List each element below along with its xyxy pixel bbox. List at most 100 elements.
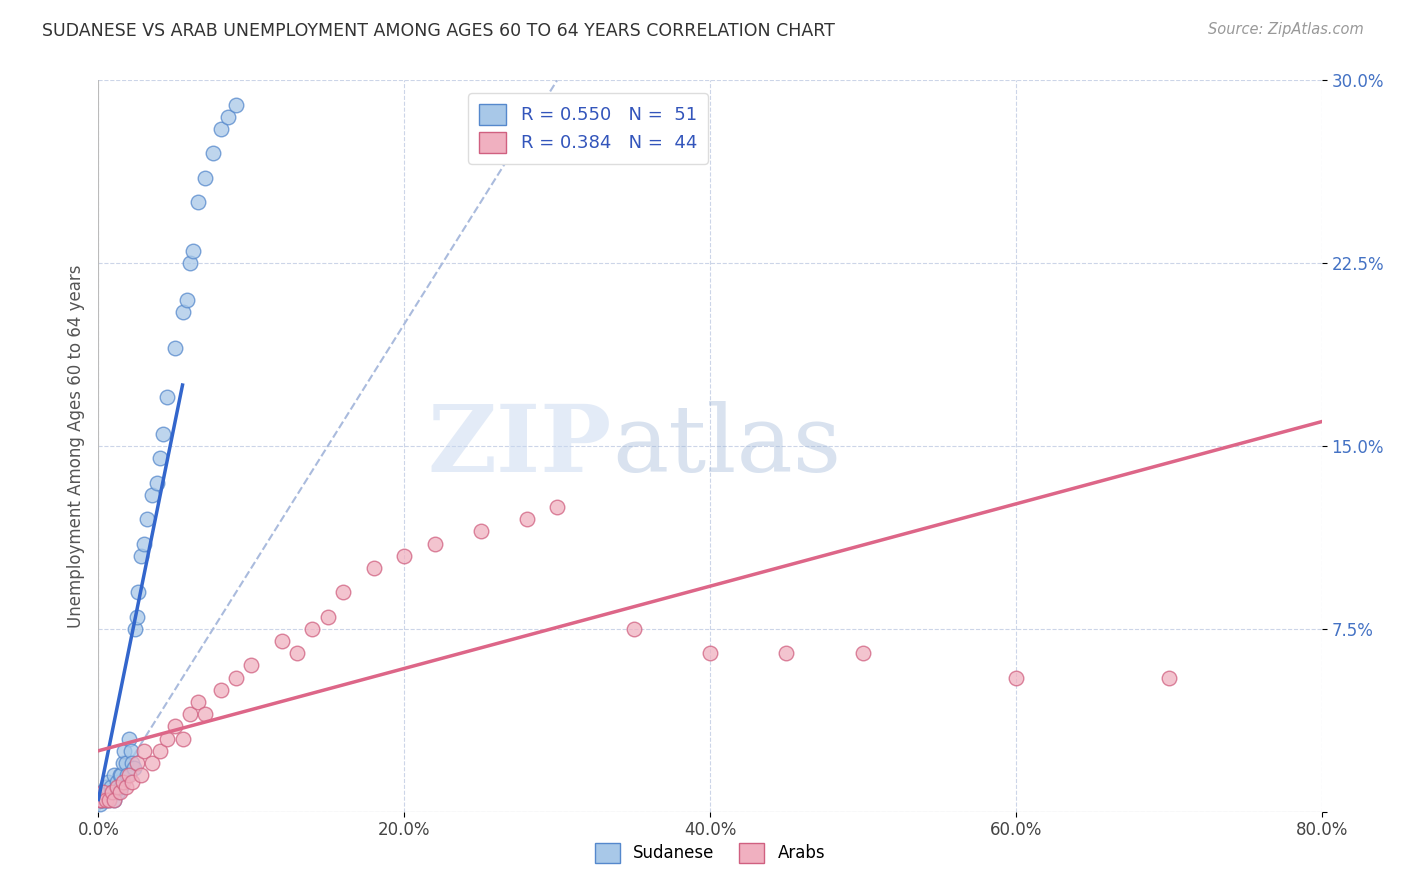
Point xyxy=(111,756,134,770)
Point xyxy=(121,775,143,789)
Point xyxy=(516,512,538,526)
Point xyxy=(90,792,112,806)
Point xyxy=(105,775,128,789)
Point xyxy=(194,170,217,185)
Point xyxy=(141,488,163,502)
Point xyxy=(852,646,875,660)
Point xyxy=(423,536,446,550)
Point xyxy=(121,756,143,770)
Point xyxy=(141,756,163,770)
Point xyxy=(187,195,209,210)
Point xyxy=(104,785,127,799)
Text: ZIP: ZIP xyxy=(427,401,612,491)
Point xyxy=(127,585,149,599)
Point xyxy=(110,780,132,795)
Point xyxy=(301,622,323,636)
Point xyxy=(152,426,174,441)
Point xyxy=(332,585,354,599)
Point xyxy=(172,305,194,319)
Point xyxy=(108,768,131,782)
Point xyxy=(108,785,131,799)
Point xyxy=(623,622,645,636)
Point xyxy=(187,695,209,709)
Point xyxy=(90,792,112,806)
Point xyxy=(129,768,152,782)
Point xyxy=(240,658,263,673)
Point xyxy=(179,707,201,722)
Text: atlas: atlas xyxy=(612,401,841,491)
Point xyxy=(91,785,114,799)
Point xyxy=(129,549,152,563)
Point xyxy=(112,744,135,758)
Point xyxy=(94,780,117,795)
Point xyxy=(89,792,111,806)
Point xyxy=(209,682,232,697)
Point xyxy=(217,110,239,124)
Point xyxy=(156,390,179,404)
Point xyxy=(209,122,232,136)
Point xyxy=(103,792,125,806)
Point xyxy=(316,609,339,624)
Point xyxy=(98,792,121,806)
Point xyxy=(125,609,148,624)
Point xyxy=(699,646,721,660)
Point xyxy=(124,622,146,636)
Point xyxy=(1004,671,1026,685)
Point xyxy=(1157,671,1180,685)
Point xyxy=(546,500,568,514)
Point xyxy=(117,768,139,782)
Point xyxy=(163,342,186,356)
Point xyxy=(172,731,194,746)
Point xyxy=(110,768,132,782)
Point xyxy=(202,146,225,161)
Point xyxy=(101,785,124,799)
Point xyxy=(105,780,128,795)
Point xyxy=(163,719,186,733)
Point xyxy=(181,244,204,258)
Point xyxy=(115,780,138,795)
Point xyxy=(134,536,156,550)
Y-axis label: Unemployment Among Ages 60 to 64 years: Unemployment Among Ages 60 to 64 years xyxy=(66,264,84,628)
Point xyxy=(94,792,117,806)
Point xyxy=(179,256,201,270)
Point xyxy=(120,744,142,758)
Point xyxy=(103,768,125,782)
Point xyxy=(270,634,294,648)
Text: SUDANESE VS ARAB UNEMPLOYMENT AMONG AGES 60 TO 64 YEARS CORRELATION CHART: SUDANESE VS ARAB UNEMPLOYMENT AMONG AGES… xyxy=(42,22,835,40)
Point xyxy=(194,707,217,722)
Point xyxy=(94,792,117,806)
Point xyxy=(225,97,247,112)
Point xyxy=(363,561,385,575)
Point xyxy=(101,785,124,799)
Point xyxy=(775,646,797,660)
Point xyxy=(149,744,172,758)
Point xyxy=(125,756,148,770)
Legend: Sudanese, Arabs: Sudanese, Arabs xyxy=(588,837,832,869)
Point xyxy=(89,797,111,812)
Point xyxy=(91,792,114,806)
Point xyxy=(225,671,247,685)
Point xyxy=(93,785,115,799)
Point xyxy=(176,293,198,307)
Point xyxy=(98,792,121,806)
Point xyxy=(136,512,159,526)
Point xyxy=(115,756,138,770)
Point xyxy=(118,731,141,746)
Point xyxy=(285,646,308,660)
Point xyxy=(145,475,167,490)
Point xyxy=(105,780,128,795)
Point xyxy=(100,780,122,795)
Point xyxy=(156,731,179,746)
Point xyxy=(107,785,129,799)
Point xyxy=(97,775,120,789)
Point xyxy=(118,768,141,782)
Point xyxy=(149,451,172,466)
Point xyxy=(470,524,492,539)
Point xyxy=(111,775,134,789)
Point xyxy=(134,744,156,758)
Text: Source: ZipAtlas.com: Source: ZipAtlas.com xyxy=(1208,22,1364,37)
Point xyxy=(91,785,114,799)
Point xyxy=(90,792,112,806)
Point xyxy=(122,761,145,775)
Point xyxy=(103,792,125,806)
